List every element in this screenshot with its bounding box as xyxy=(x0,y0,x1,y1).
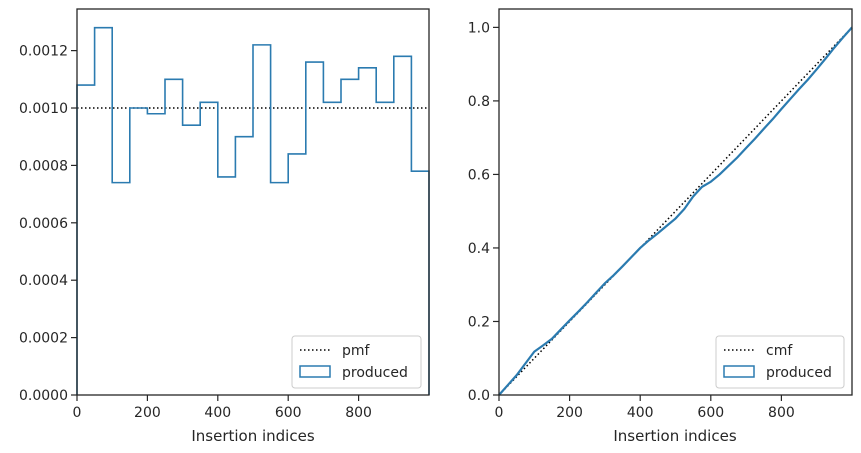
pmf-y-tick-label: 0.0004 xyxy=(19,273,68,289)
pmf-plot-frame xyxy=(76,8,430,396)
pmf-y-tick-label: 0.0006 xyxy=(19,216,68,232)
cmf-x-tick-label: 200 xyxy=(556,405,583,421)
cmf-y-tick-label: 1.0 xyxy=(468,20,490,36)
pmf-x-tick-label: 600 xyxy=(275,405,302,421)
pmf-y-tick-label: 0.0012 xyxy=(19,44,68,60)
pmf-legend-produced-swatch xyxy=(299,365,331,378)
pmf-y-tick-label: 0.0010 xyxy=(19,101,68,117)
pmf-y-tick-label: 0.0000 xyxy=(19,388,68,404)
cmf-y-tick-label: 0.2 xyxy=(468,314,490,330)
cmf-x-tick-label: 800 xyxy=(768,405,795,421)
cmf-y-tick-label: 0.0 xyxy=(468,388,490,404)
pmf-legend: pmf produced xyxy=(291,335,422,389)
cmf-legend-produced-swatch xyxy=(723,365,755,378)
cmf-y-tick-label: 0.6 xyxy=(468,167,490,183)
cmf-y-tick-label: 0.4 xyxy=(468,241,490,257)
cmf-produced-line xyxy=(498,26,853,396)
pmf-x-tick-label: 200 xyxy=(134,405,161,421)
cmf-legend-cmf-label: cmf xyxy=(766,343,793,359)
pmf-x-axis-label: Insertion indices xyxy=(191,427,314,445)
pmf-legend-pmf-label: pmf xyxy=(342,343,371,359)
pmf-histogram-marks xyxy=(76,26,430,395)
cmf-x-tick-label: 0 xyxy=(495,405,504,421)
cmf-legend-box xyxy=(715,335,845,389)
cmf-y-axis-ticks: 0.0 0.2 0.4 0.6 0.8 1.0 xyxy=(468,20,499,404)
cmf-line-panel: 0 200 400 600 800 0.0 0.2 0.4 0.6 0.8 1.0 Inserti… xyxy=(468,8,853,445)
pmf-y-axis-ticks: 0.0000 0.0002 0.0004 0.0006 0.0008 0.0010 0.00… xyxy=(19,44,77,404)
pmf-x-tick-label: 0 xyxy=(73,405,82,421)
cmf-x-tick-label: 600 xyxy=(697,405,724,421)
cmf-legend-produced-label: produced xyxy=(766,365,832,381)
pmf-histogram-panel: 0 200 400 600 800 0.00000.00020.00040.00060.… xyxy=(19,8,430,445)
cmf-x-tick-label: 400 xyxy=(627,405,654,421)
pmf-x-axis-ticks: 0 200 400 600 800 xyxy=(73,395,372,421)
cmf-x-axis-ticks: 0 200 400 600 800 xyxy=(495,395,795,421)
pmf-legend-produced-label: produced xyxy=(342,365,408,381)
pmf-y-tick-label: 0.0008 xyxy=(19,158,68,174)
cmf-x-axis-label: Insertion indices xyxy=(613,427,736,445)
pmf-y-tick-label: 0.0002 xyxy=(19,331,68,347)
pmf-legend-box xyxy=(291,335,422,389)
cmf-line-marks xyxy=(498,26,853,396)
pmf-x-tick-label: 800 xyxy=(345,405,372,421)
pmf-produced-step-line xyxy=(76,26,430,395)
pmf-x-tick-label: 400 xyxy=(204,405,231,421)
cmf-legend: cmf produced xyxy=(715,335,845,389)
cmf-plot-frame xyxy=(498,8,853,396)
cmf-y-tick-label: 0.8 xyxy=(468,94,490,110)
